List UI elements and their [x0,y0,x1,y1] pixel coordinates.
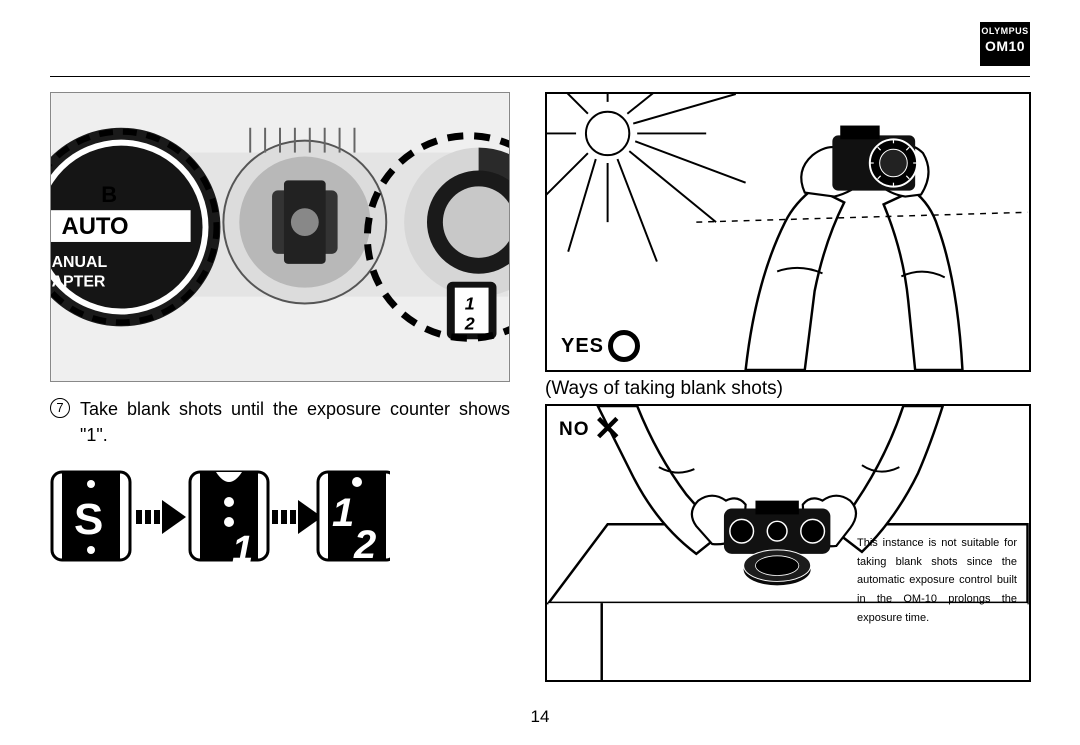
yes-text: YES [561,335,604,358]
no-text: NO [559,419,590,441]
circle-icon [608,330,640,362]
section-title: (Ways of taking blank shots) [545,378,1031,400]
svg-text:2: 2 [464,313,475,333]
no-caption: This instance is not suitable for taking… [857,534,1017,627]
yes-label: YES [561,330,640,362]
svg-text:S: S [74,495,103,544]
no-panel: NO ✕ This instance is not suitable for t… [545,404,1031,682]
svg-text:1: 1 [465,293,475,313]
header-rule [50,76,1030,77]
instruction-text: Take blank shots until the exposure coun… [80,396,510,448]
yes-illustration [547,94,1029,370]
svg-text:ANUAL: ANUAL [52,254,108,271]
svg-text:APTER: APTER [52,274,106,291]
yes-panel: YES [545,92,1031,372]
instruction-row: 7 Take blank shots until the exposure co… [50,396,510,448]
counter-sequence-diagram: S 1 [50,466,390,566]
no-label: NO ✕ [559,416,622,443]
x-icon: ✕ [594,416,623,443]
svg-text:B: B [101,182,117,207]
brand-name: OLYMPUS [980,26,1030,36]
page-number: 14 [0,707,1080,727]
left-column: B AUTO ANUAL APTER 1 [50,92,510,566]
svg-text:1: 1 [332,491,354,535]
svg-text:1: 1 [232,529,253,566]
svg-text:AUTO: AUTO [62,213,129,240]
brand-badge: OLYMPUS OM10 [980,22,1030,66]
camera-photo-illustration: B AUTO ANUAL APTER 1 [51,93,509,381]
right-column: YES (Ways of taking blank shots) [545,92,1031,682]
svg-text:2: 2 [353,523,376,566]
brand-model: OM10 [980,38,1030,55]
camera-top-photo: B AUTO ANUAL APTER 1 [50,92,510,382]
step-number: 7 [50,398,70,418]
